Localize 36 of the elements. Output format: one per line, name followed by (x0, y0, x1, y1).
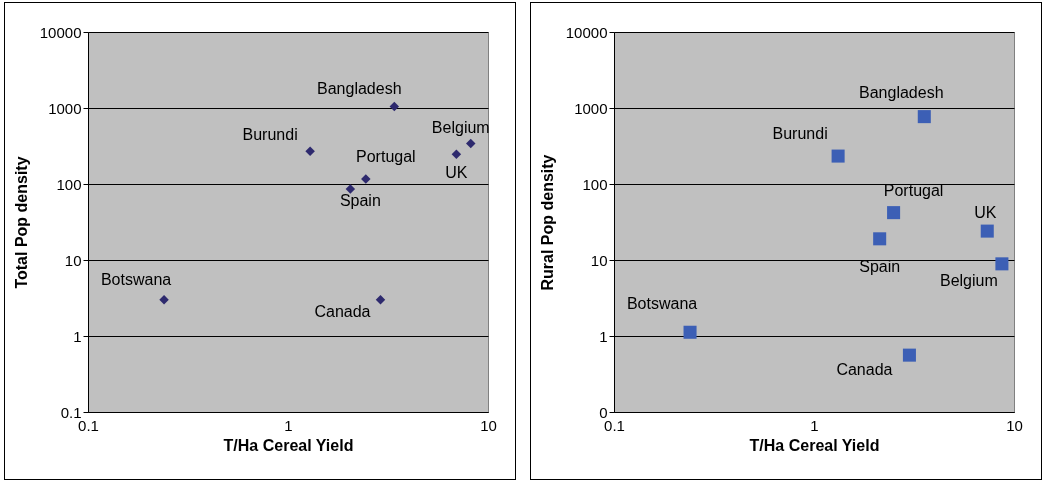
y-tick-label: 10000 (565, 23, 608, 41)
annotation: Burundi (772, 125, 828, 143)
x-tick-label: 1 (810, 416, 819, 434)
annotation: Spain (859, 257, 901, 275)
y-tick-label: 1000 (48, 99, 82, 117)
y-tick-label: 0.1 (60, 403, 82, 421)
y-tick-label: 100 (56, 175, 82, 193)
annotation: Spain (339, 191, 381, 209)
y-tick-label: 0 (599, 403, 608, 421)
annotation: Botswana (626, 295, 698, 313)
annotation: Belgium (940, 271, 998, 289)
annotation: Belgium (431, 118, 490, 136)
annotation: Canada (314, 302, 371, 320)
annotation: Burundi (242, 126, 298, 144)
y-tick-label: 1 (599, 327, 608, 345)
annotation: UK (974, 204, 997, 222)
y-axis-title: Total Pop density (12, 156, 30, 289)
y-tick-label: 10 (590, 251, 608, 269)
annotation: UK (445, 164, 468, 182)
x-tick-label: 10 (480, 416, 497, 434)
annotation: Botswana (100, 270, 172, 288)
y-axis-title: Rural Pop density (538, 154, 556, 291)
annotation: Bangladesh (317, 80, 402, 98)
y-tick-label: 10 (64, 251, 82, 269)
annotation: Bangladesh (859, 83, 944, 101)
y-tick-label: 100 (582, 175, 608, 193)
annotation: Canada (836, 361, 893, 379)
x-tick-label: 10 (1006, 416, 1023, 434)
annotation: Portugal (883, 181, 944, 199)
y-tick-label: 1000 (574, 99, 608, 117)
x-axis-title: T/Ha Cereal Yield (223, 436, 354, 454)
y-tick-label: 1 (73, 327, 82, 345)
y-tick-label: 10000 (39, 23, 82, 41)
annotation: Portugal (356, 148, 416, 166)
x-axis-title: T/Ha Cereal Yield (749, 436, 880, 454)
x-tick-label: 1 (284, 416, 293, 434)
